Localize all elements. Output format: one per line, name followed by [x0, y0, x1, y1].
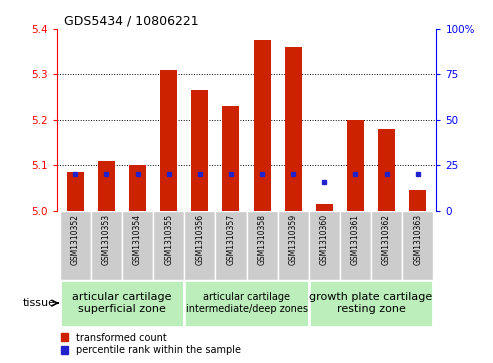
Bar	[340, 211, 371, 280]
Bar	[184, 280, 309, 327]
Text: GSM1310357: GSM1310357	[226, 214, 236, 265]
Bar	[278, 211, 309, 280]
Bar	[222, 106, 240, 211]
Text: GSM1310359: GSM1310359	[289, 214, 298, 265]
Bar	[91, 211, 122, 280]
Bar	[60, 280, 184, 327]
Bar	[284, 47, 302, 211]
Bar	[246, 211, 278, 280]
Bar	[309, 211, 340, 280]
Bar	[253, 40, 271, 211]
Bar	[191, 90, 209, 211]
Legend: transformed count, percentile rank within the sample: transformed count, percentile rank withi…	[57, 329, 245, 359]
Bar	[98, 160, 115, 211]
Text: GSM1310354: GSM1310354	[133, 214, 142, 265]
Text: GSM1310358: GSM1310358	[257, 214, 267, 265]
Bar	[122, 211, 153, 280]
Bar	[347, 120, 364, 211]
Text: GSM1310362: GSM1310362	[382, 214, 391, 265]
Bar	[378, 129, 395, 211]
Text: GSM1310353: GSM1310353	[102, 214, 111, 265]
Bar	[316, 204, 333, 211]
Bar	[309, 280, 433, 327]
Bar	[160, 70, 177, 211]
Bar	[371, 211, 402, 280]
Bar	[129, 165, 146, 211]
Text: GSM1310363: GSM1310363	[413, 214, 422, 265]
Bar	[67, 172, 84, 211]
Text: articular cartilage
superficial zone: articular cartilage superficial zone	[72, 292, 172, 314]
Text: tissue: tissue	[23, 298, 56, 308]
Text: GSM1310361: GSM1310361	[351, 214, 360, 265]
Bar	[402, 211, 433, 280]
Text: GSM1310355: GSM1310355	[164, 214, 173, 265]
Text: GSM1310356: GSM1310356	[195, 214, 204, 265]
Text: GDS5434 / 10806221: GDS5434 / 10806221	[64, 15, 199, 28]
Text: GSM1310352: GSM1310352	[71, 214, 80, 265]
Bar	[60, 211, 91, 280]
Bar	[184, 211, 215, 280]
Text: articular cartilage
intermediate/deep zones: articular cartilage intermediate/deep zo…	[185, 292, 308, 314]
Bar	[215, 211, 246, 280]
Text: growth plate cartilage
resting zone: growth plate cartilage resting zone	[309, 292, 432, 314]
Text: GSM1310360: GSM1310360	[320, 214, 329, 265]
Bar	[153, 211, 184, 280]
Bar	[409, 190, 426, 211]
